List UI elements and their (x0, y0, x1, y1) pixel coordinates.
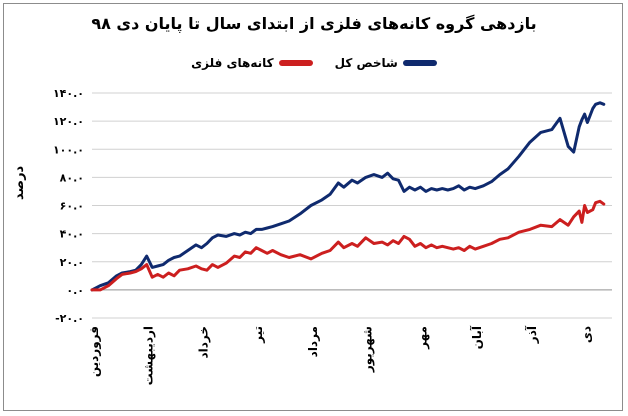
y-axis-label: درصد (12, 165, 27, 200)
y-tick-label-1: ۰.۰ (66, 284, 84, 297)
y-tick-label-0: -۲۰.۰ (55, 312, 84, 325)
x-tick-label-3: تیر (251, 326, 265, 344)
y-tick-label-7: ۱۲۰.۰ (53, 115, 84, 128)
legend-swatch-metals (278, 60, 313, 66)
y-tick-label-8: ۱۴۰.۰ (53, 87, 84, 100)
x-tick-label-1: اردیبهشت (142, 326, 156, 385)
y-tick-label-4: ۶۰.۰ (60, 200, 84, 213)
legend-item-metals: کانه‌های فلزی (191, 56, 313, 70)
x-tick-label-5: شهریور (361, 326, 376, 373)
y-tick-label-5: ۸۰.۰ (60, 171, 84, 184)
chart-frame (3, 3, 623, 411)
legend-label-index: شاخص کل (334, 56, 398, 70)
series-line-1 (90, 199, 606, 292)
x-tick-label-7: آبان (469, 325, 484, 349)
legend: شاخص کل کانه‌های فلزی (0, 56, 628, 70)
x-tick-label-8: آذر (524, 325, 539, 344)
legend-swatch-index (402, 60, 437, 66)
series-line-0 (90, 101, 606, 292)
x-tick-label-6: مهر (415, 326, 429, 350)
x-tick-label-2: خرداد (196, 326, 210, 359)
y-tick-label-6: ۱۰۰.۰ (53, 143, 84, 156)
x-tick-label-4: مرداد (306, 326, 320, 357)
chart-title: بازدهی گروه کانه‌های فلزی از ابتدای سال … (91, 14, 537, 33)
legend-label-metals: کانه‌های فلزی (191, 56, 274, 70)
legend-item-index: شاخص کل (335, 56, 437, 70)
y-tick-label-2: ۲۰.۰ (60, 256, 84, 269)
y-tick-label-3: ۴۰.۰ (60, 228, 84, 241)
x-tick-label-9: دی (580, 326, 594, 343)
x-tick-label-0: فروردین (87, 326, 102, 377)
